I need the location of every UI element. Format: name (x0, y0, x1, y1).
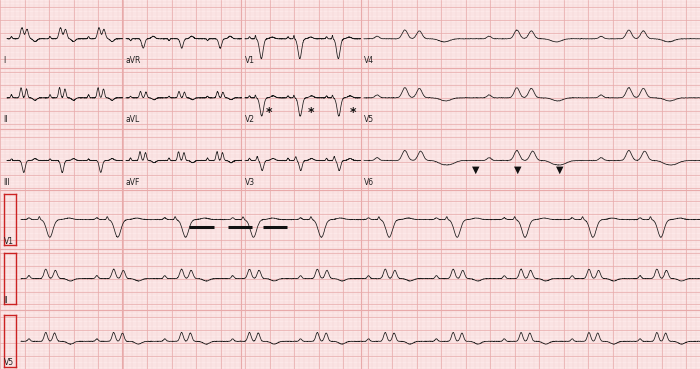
Text: *: * (265, 106, 272, 119)
Text: V6: V6 (364, 177, 374, 186)
Text: aVF: aVF (126, 177, 141, 186)
Text: *: * (308, 106, 315, 119)
Text: V1: V1 (245, 56, 255, 65)
Text: II: II (4, 296, 8, 304)
Text: V5: V5 (4, 358, 13, 367)
Text: ▼: ▼ (514, 165, 522, 175)
Text: II: II (4, 115, 8, 124)
Text: V1: V1 (4, 237, 13, 245)
Text: ▼: ▼ (556, 165, 564, 175)
Text: *: * (350, 106, 357, 119)
Text: I: I (4, 56, 6, 65)
Text: V2: V2 (245, 115, 255, 124)
Text: aVL: aVL (126, 115, 140, 124)
Text: V3: V3 (245, 177, 255, 186)
Text: ▼: ▼ (473, 165, 480, 175)
Text: aVR: aVR (126, 56, 141, 65)
Text: III: III (4, 177, 10, 186)
Text: V4: V4 (364, 56, 374, 65)
Text: V5: V5 (364, 115, 374, 124)
